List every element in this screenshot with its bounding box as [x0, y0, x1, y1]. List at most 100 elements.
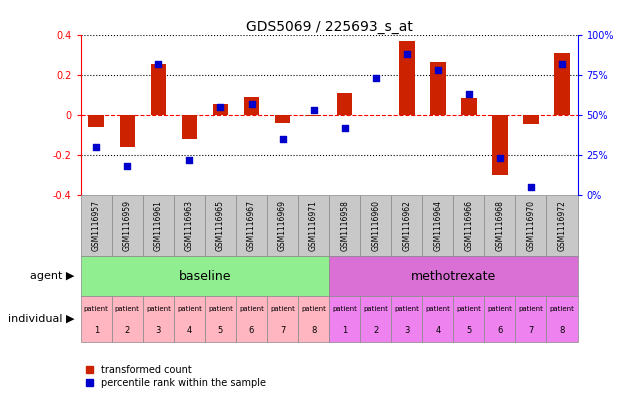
- Text: 3: 3: [156, 326, 161, 335]
- Text: 5: 5: [466, 326, 471, 335]
- Point: [247, 101, 256, 107]
- Text: GSM1116961: GSM1116961: [154, 200, 163, 251]
- Text: patient: patient: [115, 306, 140, 312]
- Text: patient: patient: [301, 306, 326, 312]
- Title: GDS5069 / 225693_s_at: GDS5069 / 225693_s_at: [246, 20, 412, 34]
- Bar: [181, 115, 197, 139]
- Bar: [119, 115, 135, 147]
- Point: [402, 51, 412, 58]
- Bar: [267, 195, 298, 256]
- Bar: [422, 296, 453, 342]
- Bar: [81, 256, 329, 296]
- Text: methotrexate: methotrexate: [410, 270, 496, 283]
- Text: patient: patient: [456, 306, 481, 312]
- Text: 5: 5: [218, 326, 223, 335]
- Bar: [267, 296, 298, 342]
- Bar: [453, 296, 484, 342]
- Text: GSM1116963: GSM1116963: [185, 200, 194, 251]
- Point: [278, 136, 288, 142]
- Text: GSM1116966: GSM1116966: [465, 200, 473, 251]
- Text: 4: 4: [187, 326, 192, 335]
- Bar: [306, 115, 322, 116]
- Bar: [143, 195, 174, 256]
- Text: GSM1116957: GSM1116957: [92, 200, 101, 251]
- Legend: transformed count, percentile rank within the sample: transformed count, percentile rank withi…: [86, 365, 266, 388]
- Text: patient: patient: [146, 306, 171, 312]
- Text: patient: patient: [394, 306, 419, 312]
- Text: 6: 6: [497, 326, 502, 335]
- Bar: [492, 115, 507, 175]
- Text: GSM1116959: GSM1116959: [123, 200, 132, 251]
- Bar: [243, 97, 260, 115]
- Text: patient: patient: [425, 306, 450, 312]
- Bar: [329, 296, 360, 342]
- Bar: [112, 195, 143, 256]
- Bar: [360, 195, 391, 256]
- Bar: [143, 296, 174, 342]
- Bar: [391, 296, 422, 342]
- Bar: [546, 296, 578, 342]
- Point: [557, 61, 567, 67]
- Text: patient: patient: [487, 306, 512, 312]
- Bar: [81, 195, 112, 256]
- Bar: [150, 64, 166, 115]
- Text: 6: 6: [249, 326, 254, 335]
- Text: patient: patient: [270, 306, 295, 312]
- Bar: [212, 104, 229, 115]
- Point: [433, 67, 443, 73]
- Bar: [236, 195, 267, 256]
- Point: [371, 75, 381, 82]
- Text: GSM1116958: GSM1116958: [340, 200, 349, 251]
- Text: GSM1116969: GSM1116969: [278, 200, 287, 251]
- Bar: [81, 296, 112, 342]
- Bar: [399, 41, 414, 115]
- Bar: [554, 53, 569, 115]
- Text: GSM1116967: GSM1116967: [247, 200, 256, 251]
- Text: patient: patient: [239, 306, 264, 312]
- Bar: [430, 62, 445, 115]
- Point: [91, 144, 101, 150]
- Text: GSM1116964: GSM1116964: [433, 200, 442, 251]
- Text: 7: 7: [280, 326, 285, 335]
- Text: agent ▶: agent ▶: [30, 271, 75, 281]
- Bar: [205, 195, 236, 256]
- Bar: [391, 195, 422, 256]
- Text: 8: 8: [311, 326, 316, 335]
- Bar: [461, 98, 477, 115]
- Text: 3: 3: [404, 326, 409, 335]
- Bar: [453, 195, 484, 256]
- Bar: [112, 296, 143, 342]
- Bar: [484, 296, 515, 342]
- Text: 4: 4: [435, 326, 440, 335]
- Point: [526, 184, 536, 190]
- Text: 1: 1: [342, 326, 347, 335]
- Text: patient: patient: [550, 306, 574, 312]
- Bar: [546, 195, 578, 256]
- Text: GSM1116962: GSM1116962: [402, 200, 411, 251]
- Bar: [337, 93, 352, 115]
- Bar: [523, 115, 538, 124]
- Text: GSM1116960: GSM1116960: [371, 200, 380, 251]
- Bar: [236, 296, 267, 342]
- Text: GSM1116970: GSM1116970: [527, 200, 535, 251]
- Bar: [298, 195, 329, 256]
- Text: 8: 8: [560, 326, 564, 335]
- Text: GSM1116971: GSM1116971: [309, 200, 318, 251]
- Bar: [174, 195, 205, 256]
- Bar: [515, 195, 546, 256]
- Text: patient: patient: [363, 306, 388, 312]
- Bar: [422, 195, 453, 256]
- Text: patient: patient: [208, 306, 233, 312]
- Text: 2: 2: [373, 326, 378, 335]
- Bar: [329, 195, 360, 256]
- Point: [309, 107, 319, 114]
- Point: [340, 125, 350, 131]
- Point: [153, 61, 163, 67]
- Text: GSM1116972: GSM1116972: [558, 200, 566, 251]
- Text: patient: patient: [84, 306, 109, 312]
- Bar: [88, 115, 104, 127]
- Bar: [174, 296, 205, 342]
- Text: patient: patient: [332, 306, 357, 312]
- Point: [215, 104, 225, 110]
- Bar: [484, 195, 515, 256]
